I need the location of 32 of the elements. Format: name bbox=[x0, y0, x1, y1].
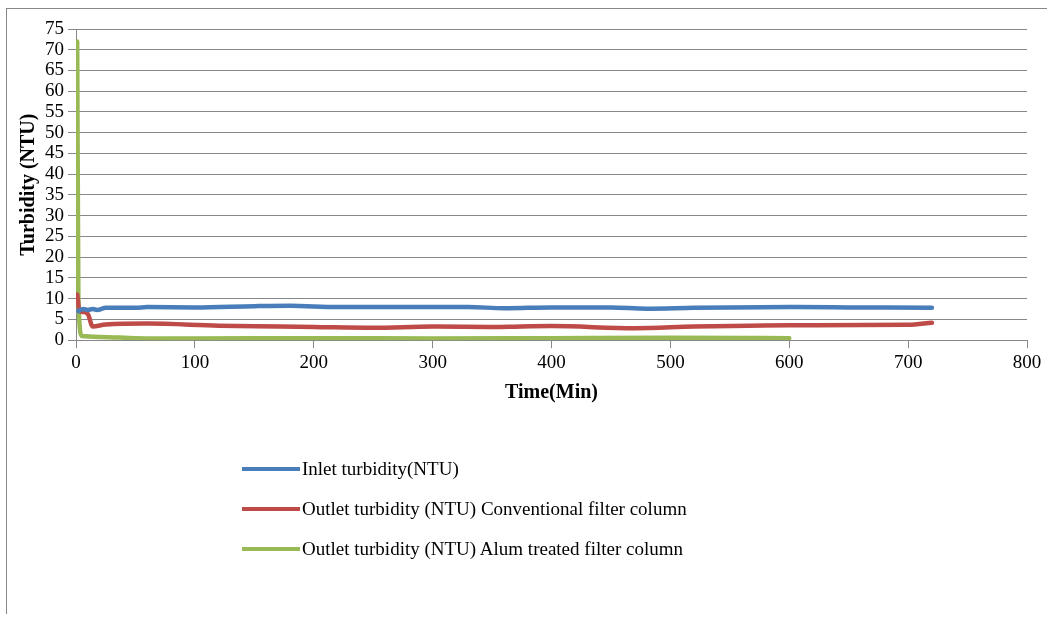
y-tick-label: 10 bbox=[45, 286, 64, 308]
y-tick-label: 75 bbox=[45, 16, 64, 38]
y-tick-label: 40 bbox=[45, 162, 64, 184]
y-tick-label: 35 bbox=[45, 182, 64, 204]
y-tick-label: 45 bbox=[45, 141, 64, 163]
x-tick-label: 400 bbox=[537, 350, 566, 372]
x-axis-title: Time(Min) bbox=[505, 380, 598, 404]
y-tick-label: 70 bbox=[45, 37, 64, 59]
x-tick-label: 600 bbox=[775, 350, 804, 372]
y-tick-label: 55 bbox=[45, 99, 64, 121]
y-axis-title: Turbidity (NTU) bbox=[16, 113, 40, 256]
y-tick-label: 5 bbox=[54, 307, 64, 329]
x-tick-label: 0 bbox=[71, 350, 81, 372]
x-tick-label: 300 bbox=[418, 350, 447, 372]
y-tick-label: 65 bbox=[45, 58, 64, 80]
legend-label: Outlet turbidity (NTU) Alum treated filter column bbox=[302, 538, 683, 560]
x-tick-label: 700 bbox=[893, 350, 923, 372]
x-tick-label: 200 bbox=[299, 350, 328, 372]
x-tick-label: 800 bbox=[1012, 350, 1042, 372]
y-tick-label: 25 bbox=[45, 224, 64, 246]
y-tick-label: 0 bbox=[54, 328, 64, 350]
y-tick-label: 50 bbox=[45, 120, 64, 142]
line-series bbox=[76, 292, 935, 331]
y-tick-label: 60 bbox=[45, 79, 64, 101]
y-tick-label: 15 bbox=[45, 265, 64, 287]
legend-label: Inlet turbidity(NTU) bbox=[302, 458, 459, 480]
line-series bbox=[76, 39, 792, 341]
x-tick-label: 100 bbox=[180, 350, 210, 372]
y-tick-label: 30 bbox=[45, 203, 64, 225]
legend-label: Outlet turbidity (NTU) Conventional filter column bbox=[302, 498, 687, 520]
x-tick-label: 500 bbox=[656, 350, 685, 372]
y-tick-label: 20 bbox=[45, 245, 64, 267]
